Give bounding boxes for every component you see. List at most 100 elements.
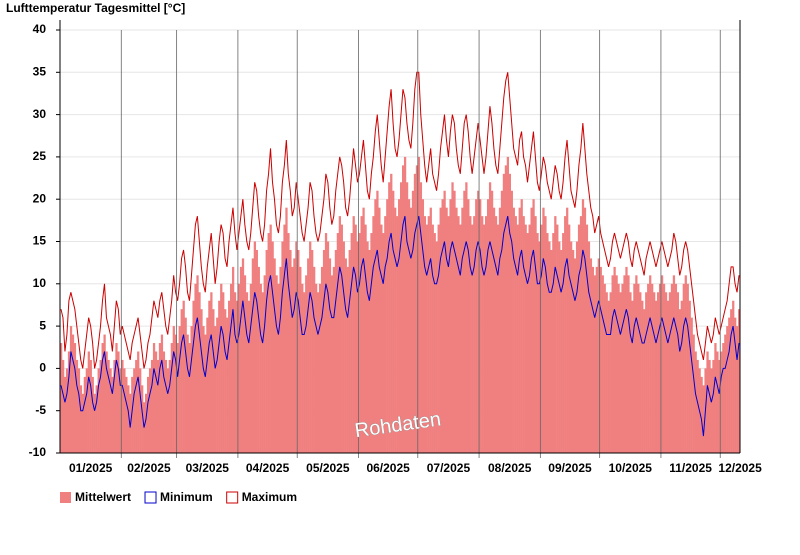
bar bbox=[400, 182, 403, 453]
bar bbox=[496, 224, 500, 453]
bar bbox=[152, 343, 156, 453]
bar bbox=[241, 258, 245, 453]
bar bbox=[113, 359, 116, 453]
bar bbox=[562, 233, 565, 453]
bar bbox=[99, 359, 102, 453]
bar bbox=[724, 334, 727, 453]
bar bbox=[212, 309, 215, 453]
bar bbox=[156, 359, 160, 453]
bar bbox=[309, 241, 312, 453]
bar bbox=[135, 359, 138, 453]
bar bbox=[350, 233, 353, 453]
bar bbox=[714, 343, 717, 453]
bar bbox=[131, 376, 134, 453]
bar bbox=[581, 199, 585, 453]
bar bbox=[601, 275, 604, 453]
bar bbox=[330, 275, 334, 453]
bar bbox=[326, 241, 330, 453]
bar bbox=[550, 249, 553, 453]
bar bbox=[522, 216, 525, 453]
y-tick-label: 15 bbox=[33, 234, 47, 248]
bar bbox=[301, 283, 304, 453]
bar bbox=[500, 190, 504, 454]
bar bbox=[168, 359, 171, 453]
bar bbox=[607, 300, 610, 453]
bar bbox=[255, 249, 258, 453]
bar bbox=[718, 359, 721, 453]
bar bbox=[734, 317, 737, 453]
bar bbox=[423, 216, 426, 453]
bar bbox=[647, 283, 650, 453]
bar bbox=[481, 216, 484, 453]
bar bbox=[611, 275, 614, 453]
bar bbox=[277, 283, 280, 453]
bar bbox=[641, 300, 644, 453]
bar bbox=[206, 317, 209, 453]
bar bbox=[668, 292, 672, 453]
bar bbox=[664, 292, 668, 453]
bar bbox=[342, 241, 345, 453]
legend-swatch bbox=[226, 491, 239, 504]
bar bbox=[101, 343, 104, 453]
bar bbox=[265, 249, 268, 453]
bar bbox=[546, 233, 549, 453]
bar bbox=[575, 241, 579, 453]
bar bbox=[560, 249, 563, 453]
bar bbox=[303, 292, 306, 453]
bar bbox=[407, 199, 411, 453]
bar bbox=[123, 368, 126, 453]
bar bbox=[564, 216, 567, 453]
bar bbox=[421, 199, 425, 453]
bar bbox=[374, 199, 377, 453]
bar bbox=[358, 233, 361, 453]
bar bbox=[79, 385, 83, 453]
bar bbox=[235, 300, 239, 453]
bar bbox=[597, 258, 600, 453]
legend-swatch bbox=[60, 492, 71, 503]
bar bbox=[378, 207, 381, 453]
bar bbox=[435, 241, 438, 453]
bar bbox=[532, 199, 535, 453]
bar bbox=[542, 207, 545, 453]
bar bbox=[595, 266, 598, 453]
bar bbox=[224, 309, 227, 453]
bar bbox=[637, 283, 640, 453]
bar bbox=[684, 275, 687, 453]
bar bbox=[653, 292, 656, 453]
bar bbox=[730, 309, 733, 453]
bar bbox=[429, 207, 432, 453]
bar bbox=[502, 173, 506, 453]
bar bbox=[67, 351, 71, 453]
bar bbox=[577, 224, 581, 453]
bar bbox=[390, 173, 393, 453]
bar bbox=[625, 266, 628, 453]
bar bbox=[396, 216, 399, 453]
bar bbox=[401, 165, 405, 454]
bar bbox=[649, 275, 652, 453]
bar bbox=[214, 326, 217, 453]
bar bbox=[249, 283, 253, 453]
bar bbox=[449, 199, 452, 453]
bar bbox=[524, 224, 527, 453]
bar bbox=[710, 368, 713, 453]
bar bbox=[313, 266, 316, 453]
bar bbox=[204, 334, 207, 453]
bar bbox=[682, 283, 685, 453]
bar bbox=[528, 224, 531, 453]
bar bbox=[512, 207, 515, 453]
bar bbox=[291, 266, 294, 453]
bar bbox=[162, 351, 166, 453]
bar bbox=[613, 266, 616, 453]
bar bbox=[538, 241, 541, 453]
bar bbox=[318, 283, 322, 453]
bar bbox=[315, 283, 318, 453]
x-tick-label: 10/2025 bbox=[609, 461, 653, 475]
bar bbox=[599, 266, 602, 453]
bar bbox=[95, 385, 98, 453]
bar bbox=[556, 224, 559, 453]
bar bbox=[635, 275, 638, 453]
y-tick-label: -5 bbox=[35, 403, 46, 417]
bar bbox=[148, 368, 152, 453]
bar bbox=[348, 249, 351, 453]
bar bbox=[508, 173, 511, 453]
